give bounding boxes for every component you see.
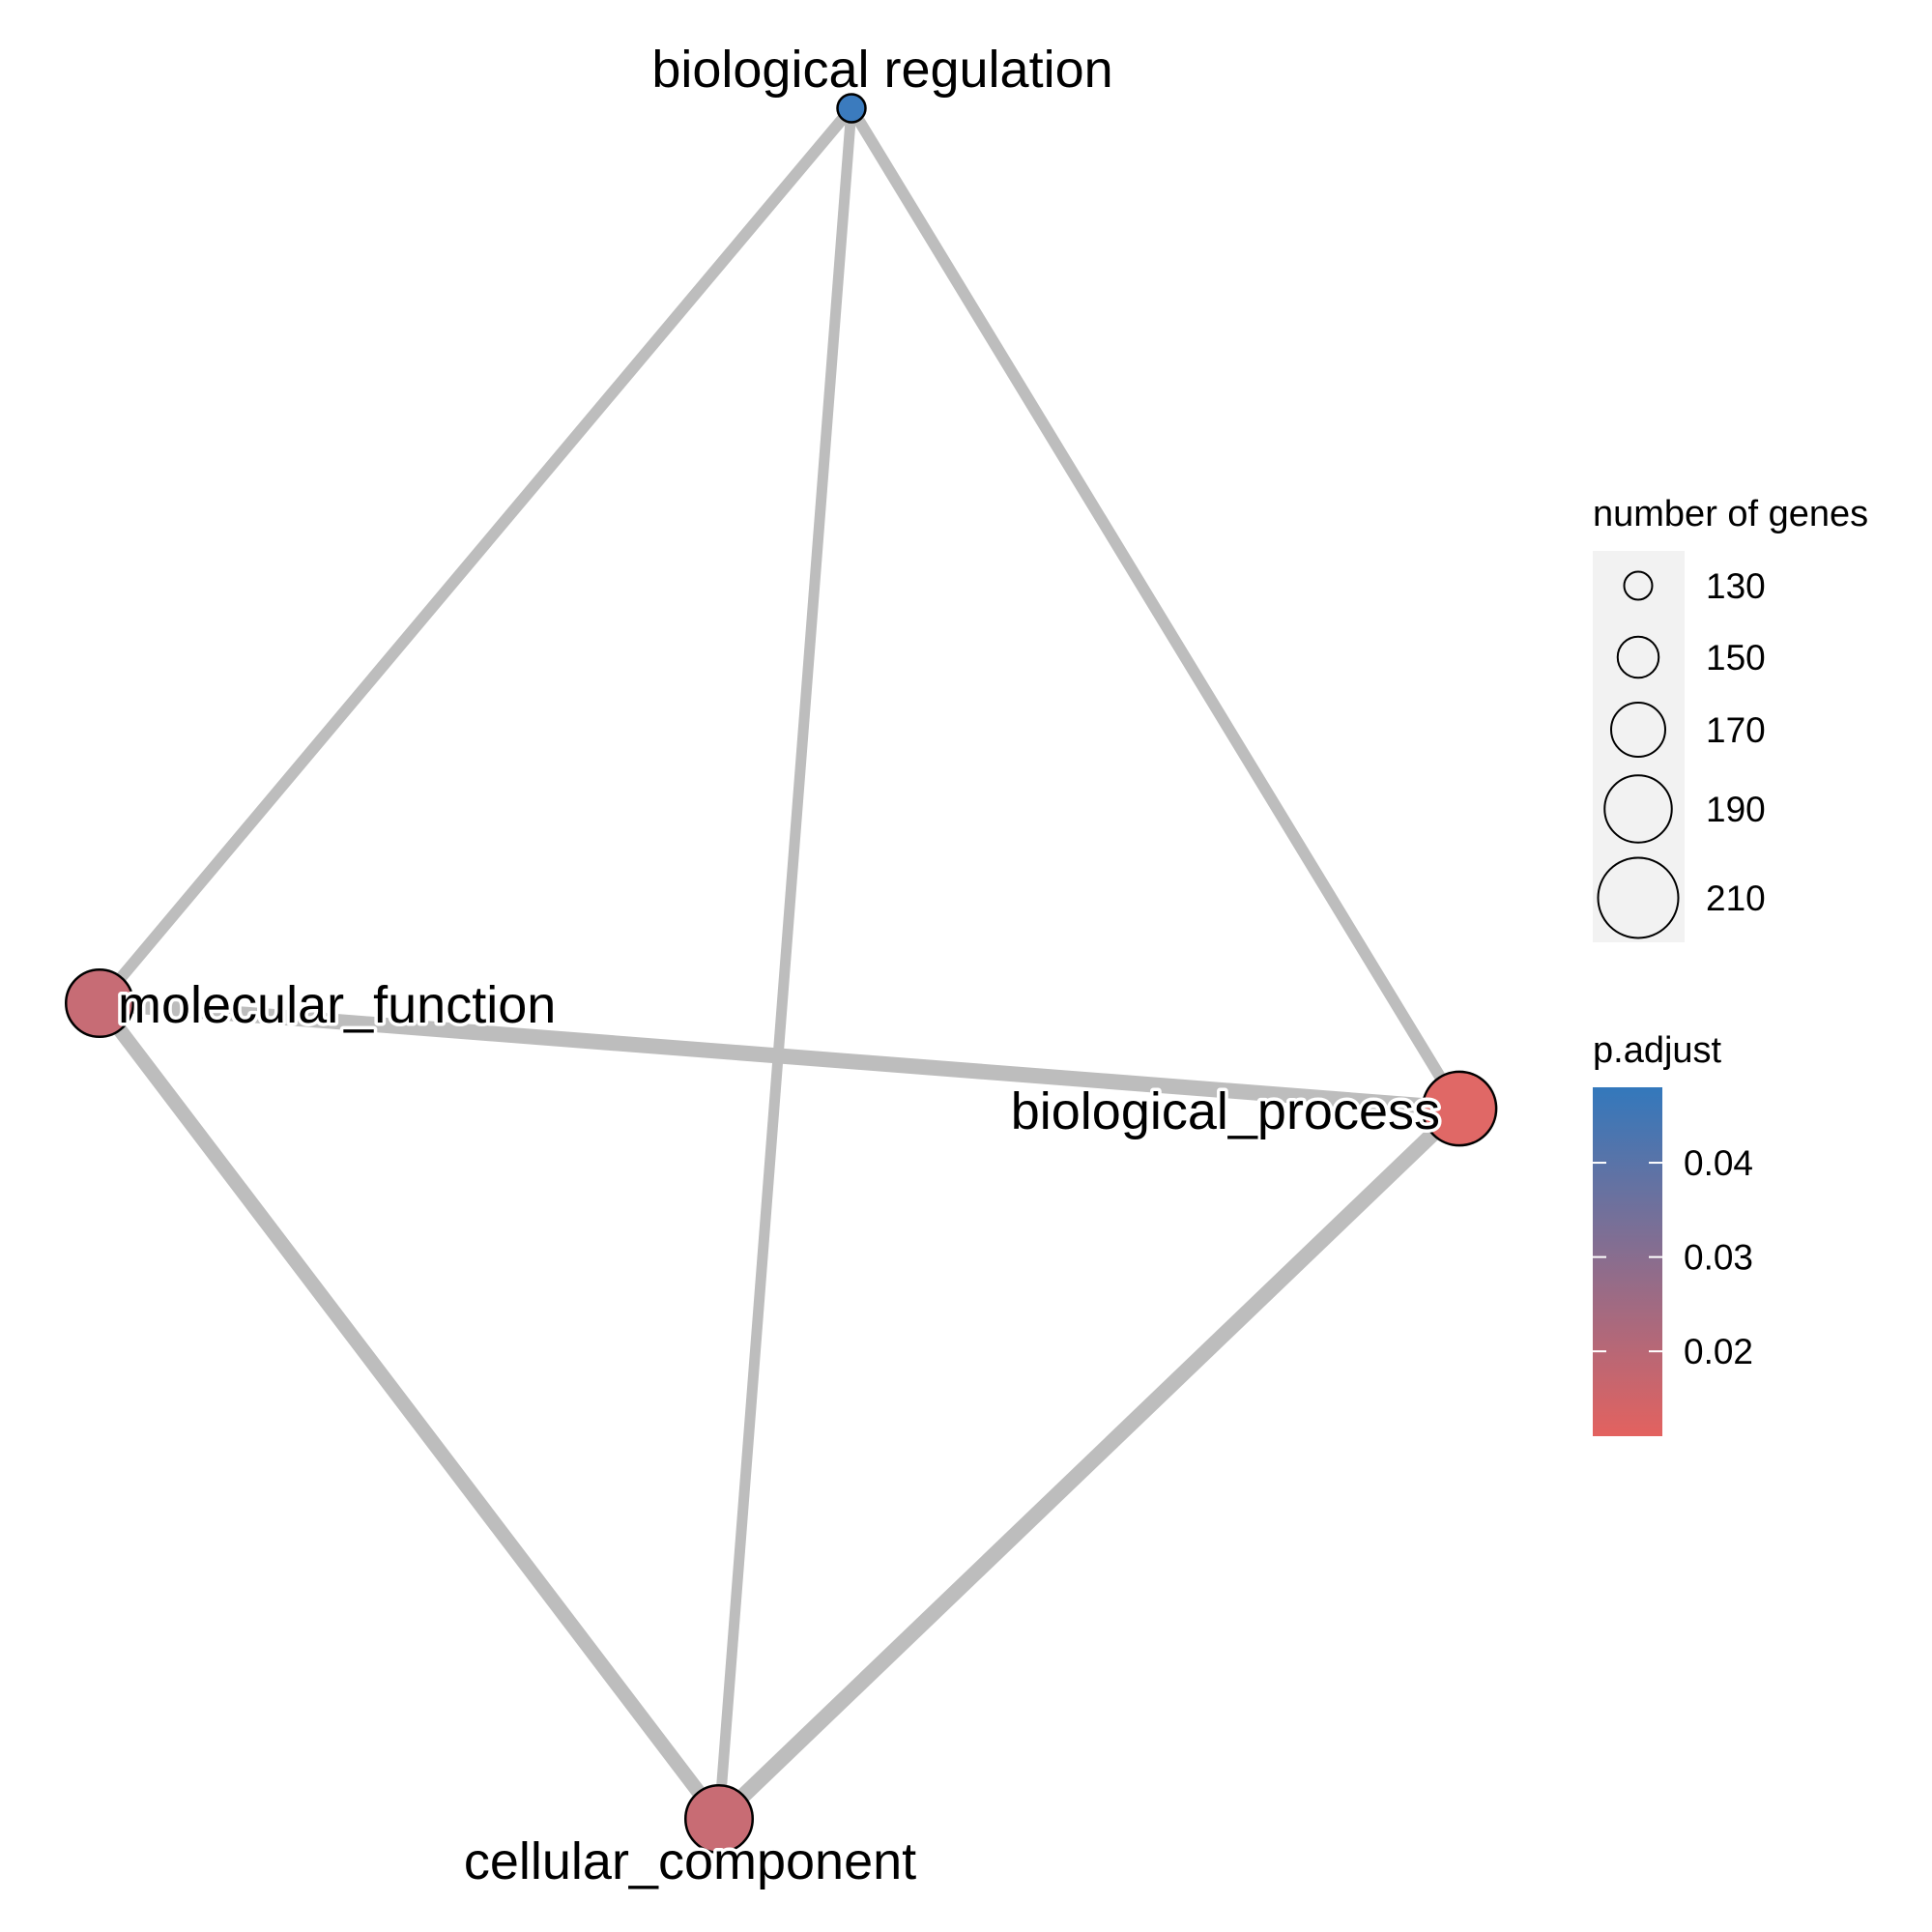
edge-molecular_function-cellular_component: [92, 995, 727, 1827]
network-node-labels: biological regulation molecular_functionb…: [115, 38, 1444, 1894]
node-biological-regulation: [836, 93, 867, 124]
size-legend-circle-150: [1616, 635, 1660, 679]
network-edges: [92, 102, 1467, 1827]
size-legend-label-130: 130: [1706, 566, 1766, 606]
network-nodes: [65, 93, 1498, 1854]
node-cellular-component: [684, 1784, 754, 1854]
size-legend-title: number of genes: [1593, 494, 1868, 534]
color-legend-bar: [1593, 1087, 1662, 1436]
size-legend-label-170: 170: [1706, 710, 1766, 750]
color-legend-title: p.adjust: [1593, 1030, 1722, 1071]
size-legend-label-210: 210: [1706, 879, 1766, 918]
color-legend-label-0.04: 0.04: [1684, 1143, 1753, 1183]
size-legend-circle-210: [1597, 856, 1680, 939]
size-legend-label-190: 190: [1706, 790, 1766, 829]
size-legend-label-150: 150: [1706, 638, 1766, 678]
edge-biological_regulation-molecular_function: [94, 102, 857, 1009]
color-legend-label-0.03: 0.03: [1684, 1238, 1753, 1278]
node-biological-process: [1421, 1070, 1498, 1147]
edge-molecular_function-biological_process: [92, 995, 1467, 1116]
color-legend-ticks: 0.04 0.03 0.02: [1593, 1143, 1753, 1371]
color-legend-label-0.02: 0.02: [1684, 1332, 1753, 1371]
edge-biological_regulation-cellular_component: [713, 102, 857, 1825]
node-label-biological-regulation: biological regulation: [651, 41, 1112, 99]
edge-biological_process-cellular_component: [711, 1101, 1467, 1827]
node-label-molecular-function: molecular_function: [118, 976, 556, 1034]
node-molecular-function: [65, 968, 134, 1038]
size-legend-circle-130: [1623, 570, 1654, 601]
edge-biological_regulation-biological_process: [846, 102, 1465, 1114]
node-label-cellular-component: cellular_component: [464, 1832, 916, 1890]
size-legend-circle-190: [1603, 774, 1673, 844]
size-legend: number of genes 130 150 170 190 210: [1593, 494, 1868, 942]
color-legend: p.adjust 0.04 0.03 0.02: [1593, 1030, 1753, 1436]
size-legend-keys: 130 150 170 190 210: [1597, 566, 1766, 939]
node-label-biological-process: biological_process: [1011, 1082, 1440, 1140]
size-legend-circle-170: [1610, 702, 1666, 758]
